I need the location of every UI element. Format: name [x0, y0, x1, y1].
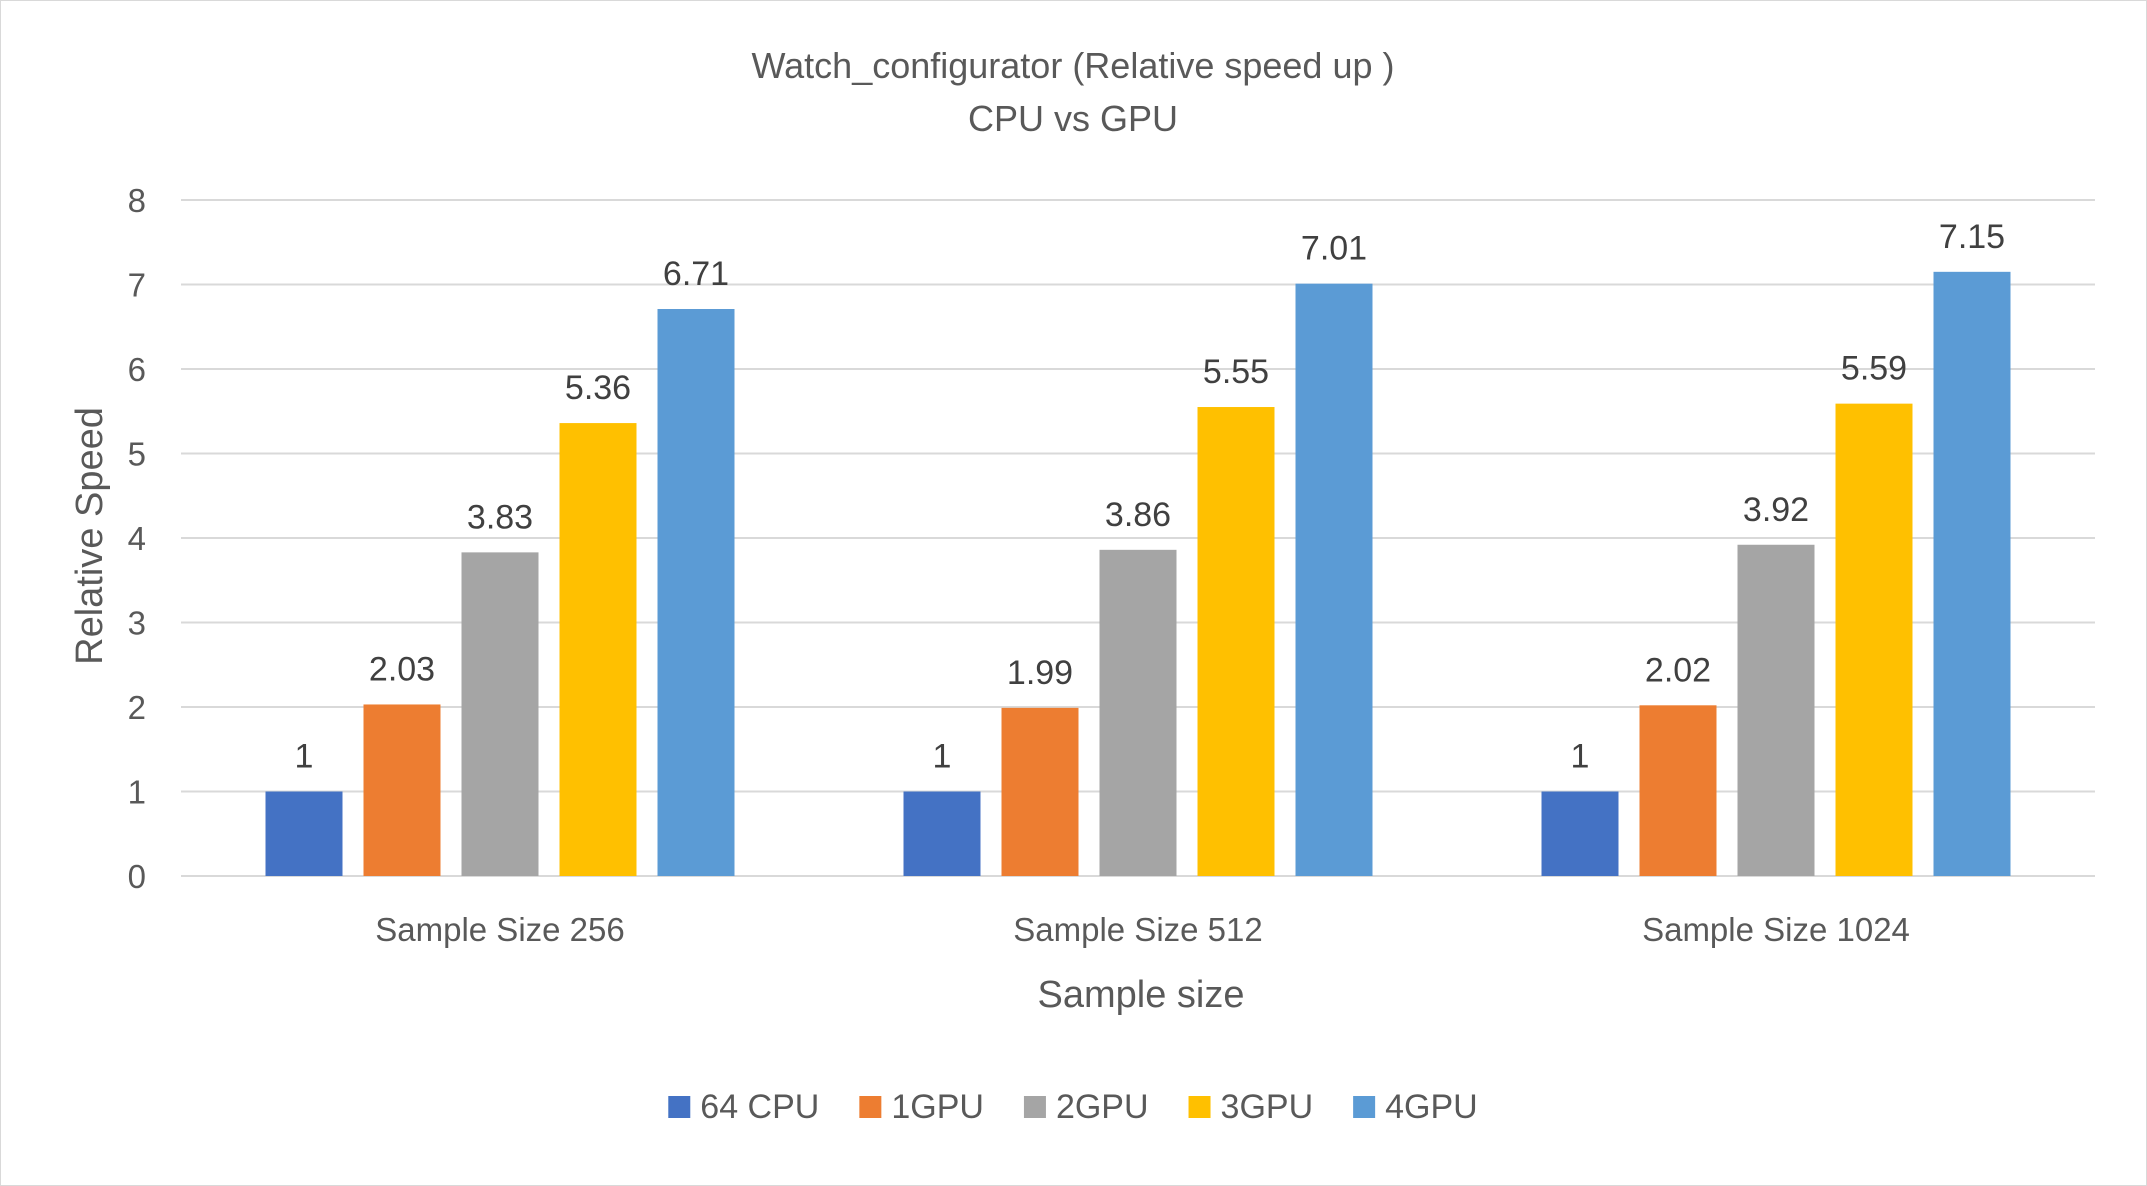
legend-swatch: [859, 1096, 882, 1118]
bar: [1737, 544, 1815, 876]
data-label: 6.71: [663, 255, 729, 293]
data-label: 1: [1571, 738, 1590, 776]
legend-swatch: [1353, 1096, 1376, 1118]
bar: [1001, 707, 1079, 876]
y-tick-label: 0: [128, 858, 146, 895]
bar: [657, 309, 735, 876]
data-label: 2.03: [369, 650, 435, 688]
legend: 64 CPU 1GPU 2GPU 3GPU 4GPU: [668, 1088, 1478, 1126]
bar: [1541, 791, 1619, 876]
data-labels: 1 2.03 3.83 5.36 6.71 1 1.99 3.86 5.55 7.01 1 2.02 3…: [295, 218, 2006, 776]
data-label: 7.15: [1939, 218, 2005, 256]
data-label: 5.55: [1203, 353, 1269, 391]
data-label: 5.36: [565, 369, 631, 407]
y-tick-label: 7: [128, 267, 146, 304]
y-tick-label: 3: [128, 605, 146, 642]
bar: [1099, 549, 1177, 876]
x-tick-label: Sample Size 256: [375, 911, 624, 948]
legend-label: 3GPU: [1221, 1088, 1314, 1126]
bar: [559, 423, 637, 876]
data-label: 5.59: [1841, 350, 1907, 388]
bar: [903, 791, 981, 876]
bar: [1933, 271, 2011, 876]
bar: [265, 791, 343, 876]
y-axis-title: Relative Speed: [69, 407, 111, 665]
legend-label: 1GPU: [891, 1088, 984, 1126]
x-axis-ticks: Sample Size 256 Sample Size 512 Sample Siz…: [375, 911, 1910, 948]
y-tick-label: 4: [128, 520, 146, 557]
y-tick-label: 2: [128, 689, 146, 726]
legend-swatch: [1188, 1096, 1211, 1118]
bar: [1197, 407, 1275, 876]
data-label: 3.86: [1105, 496, 1171, 534]
y-tick-label: 1: [128, 774, 146, 811]
legend-label: 2GPU: [1056, 1088, 1149, 1126]
data-label: 1.99: [1007, 654, 1073, 692]
bar: [461, 552, 539, 876]
legend-label: 4GPU: [1385, 1088, 1478, 1126]
data-label: 7.01: [1301, 230, 1367, 268]
y-axis-ticks: 0 1 2 3 4 5 6 7 8: [128, 182, 146, 895]
data-label: 1: [933, 738, 952, 776]
x-tick-label: Sample Size 1024: [1642, 911, 1910, 948]
chart-subtitle: CPU vs GPU: [968, 98, 1178, 139]
x-tick-label: Sample Size 512: [1013, 911, 1262, 948]
bar: [1639, 705, 1717, 876]
legend-label: 64 CPU: [700, 1088, 819, 1126]
y-tick-label: 6: [128, 351, 146, 388]
y-tick-label: 8: [128, 182, 146, 219]
data-label: 3.83: [467, 498, 533, 536]
data-label: 2.02: [1645, 651, 1711, 689]
data-label: 1: [295, 738, 314, 776]
bar: [363, 704, 441, 876]
data-label: 3.92: [1743, 491, 1809, 529]
chart-title: Watch_configurator (Relative speed up ): [752, 45, 1395, 86]
legend-swatch: [1023, 1096, 1046, 1118]
bar: [1295, 283, 1373, 876]
bars: [265, 271, 2011, 876]
legend-swatch: [668, 1096, 691, 1118]
x-axis-title: Sample size: [1038, 974, 1245, 1016]
y-tick-label: 5: [128, 436, 146, 473]
bar: [1835, 403, 1913, 876]
